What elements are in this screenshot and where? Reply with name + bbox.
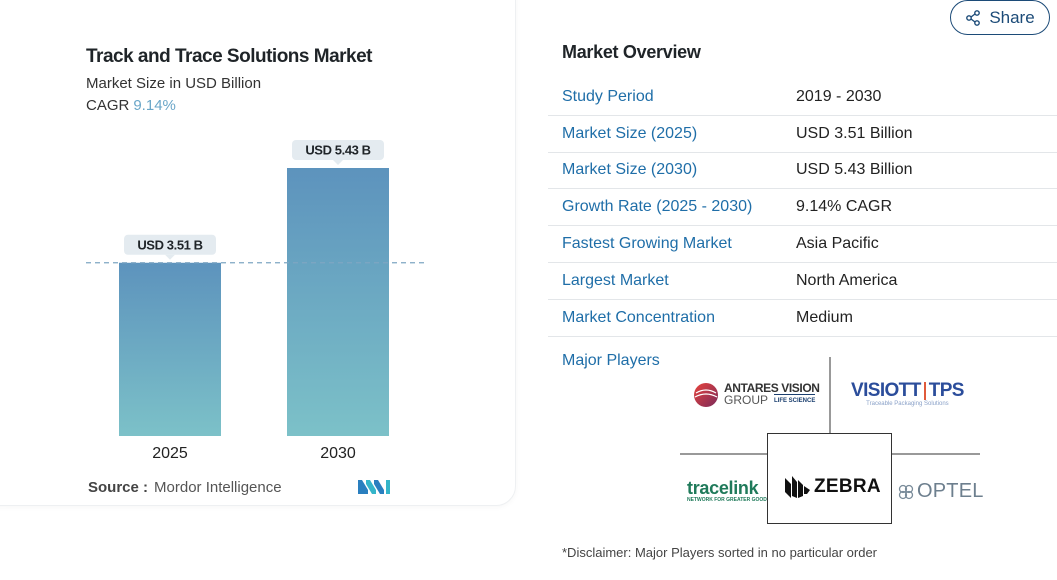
cagr-label: CAGR [86, 97, 130, 114]
overview-row-label[interactable]: Study Period [562, 87, 654, 105]
visiott-name: VISIOTT [851, 380, 921, 401]
source-value: Mordor Intelligence [154, 479, 282, 496]
overview-row-value: 2019 - 2030 [796, 87, 882, 105]
tracelink-tagline: NETWORK FOR GREATER GOOD [687, 497, 767, 503]
overview-row: Market Concentration Medium [548, 300, 1057, 337]
svg-text:USD 3.51 B: USD 3.51 B [137, 237, 202, 252]
svg-text:USD 5.43 B: USD 5.43 B [305, 143, 370, 158]
chart-subtitle: Market Size in USD Billion [86, 75, 262, 92]
overview-table: Study Period 2019 - 2030 Market Size (20… [548, 79, 1057, 337]
optel-name: OPTEL [917, 480, 984, 502]
overview-row: Study Period 2019 - 2030 [548, 79, 1057, 116]
tick-label-2030: 2030 [320, 445, 356, 462]
cagr-value: 9.14% [133, 97, 176, 114]
overview-row-label[interactable]: Growth Rate (2025 - 2030) [562, 198, 753, 216]
players-title[interactable]: Major Players [562, 352, 660, 369]
chart-title: Track and Trace Solutions Market [86, 46, 373, 67]
tracelink-name: tracelink [687, 478, 759, 498]
chart-card [0, 0, 516, 506]
logo-visiott-tps[interactable]: VISIOTT TPS Traceable Packaging Solution… [851, 380, 965, 408]
logo-optel[interactable]: OPTEL [897, 480, 984, 503]
visiott-tagline: Traceable Packaging Solutions [866, 401, 949, 407]
overview-row-label[interactable]: Largest Market [562, 271, 669, 289]
data-label-2030: USD 5.43 B [292, 140, 384, 165]
antares-lifescience: LIFE SCIENCE [774, 394, 816, 407]
cagr-line: CAGR 9.14% [86, 97, 176, 114]
mordor-logo-icon [358, 480, 390, 494]
source-note: Source : Mordor Intelligence [88, 479, 282, 496]
overview-title: Market Overview [562, 42, 701, 62]
share-label: Share [989, 7, 1035, 27]
bar-2030 [287, 168, 389, 436]
logo-antares-vision[interactable]: ANTARES VISION GROUP LIFE SCIENCE [692, 381, 820, 409]
logo-tracelink[interactable]: tracelink NETWORK FOR GREATER GOOD [687, 479, 767, 503]
overview-row-value: Asia Pacific [796, 235, 879, 253]
overview-row: Growth Rate (2025 - 2030) 9.14% CAGR [548, 189, 1057, 227]
overview-row-value: USD 5.43 Billion [796, 161, 913, 179]
disclaimer: *Disclaimer: Major Players sorted in no … [562, 545, 878, 560]
zebra-name: ZEBRA [814, 476, 881, 497]
visiott-divider [923, 382, 926, 400]
share-icon [966, 9, 981, 26]
overview-row-value: 9.14% CAGR [796, 198, 893, 216]
zebra-head-icon [785, 476, 810, 498]
optel-flower-icon [898, 484, 914, 499]
overview-row-label[interactable]: Market Size (2030) [562, 161, 698, 179]
source-label: Source : [88, 479, 149, 496]
overview-row-value: USD 3.51 Billion [796, 124, 913, 142]
overview-row-label[interactable]: Market Concentration [562, 308, 715, 326]
antares-group: GROUP [724, 393, 769, 407]
logo-zebra[interactable]: ZEBRA [783, 474, 881, 500]
overview-row-label[interactable]: Fastest Growing Market [562, 235, 732, 253]
antares-name: ANTARES VISION [724, 381, 820, 395]
visiott-tps: TPS [928, 380, 965, 401]
bar-2025 [119, 262, 221, 436]
overview-row-value: North America [796, 271, 898, 289]
data-label-2025: USD 3.51 B [124, 234, 216, 260]
share-button[interactable]: Share [950, 0, 1050, 35]
antares-globe-icon [694, 383, 718, 407]
overview-row-label[interactable]: Market Size (2025) [562, 124, 698, 142]
overview-row: Fastest Growing Market Asia Pacific [548, 226, 1057, 263]
tick-label-2025: 2025 [152, 445, 188, 462]
overview-row: Market Size (2030) USD 5.43 Billion [548, 153, 1057, 190]
overview-row-value: Medium [796, 308, 853, 326]
overview-row: Largest Market North America [548, 263, 1057, 300]
bar-chart: USD 3.51 B 2025 USD 5.43 B 2030 [86, 140, 426, 462]
overview-row: Market Size (2025) USD 3.51 Billion [548, 116, 1057, 153]
